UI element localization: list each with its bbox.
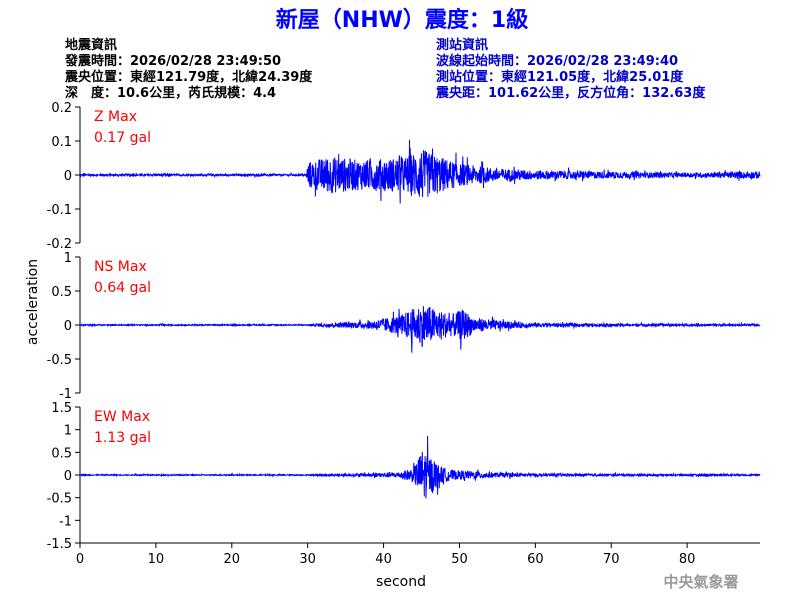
station-location: 測站位置：東經121.05度，北緯25.01度 bbox=[436, 69, 684, 85]
x-tick-label: 60 bbox=[527, 552, 544, 567]
y-tick-label: -0.5 bbox=[47, 492, 72, 507]
y-axis-label: acceleration bbox=[25, 259, 41, 345]
quake-info: 地震資訊 發震時間：2026/02/28 23:49:50 震央位置：東經121… bbox=[64, 37, 313, 101]
max-value: 0.17 gal bbox=[94, 130, 151, 146]
waveform-trace-ns bbox=[79, 306, 761, 353]
max-label: NS Max bbox=[94, 259, 147, 275]
y-tick-label: 0.5 bbox=[51, 446, 72, 461]
x-tick-label: 10 bbox=[148, 552, 165, 567]
panel-z: 0.2 0.1 0 -0.1 -0.2 Z Max 0.17 gal bbox=[47, 101, 761, 252]
chart-title: 新屋（NHW）震度：1級 bbox=[276, 7, 528, 33]
waveform-trace-z bbox=[79, 139, 761, 204]
x-axis: 0 10 20 30 40 50 60 70 80 bbox=[76, 542, 760, 567]
x-tick-label: 50 bbox=[451, 552, 468, 567]
y-tick-label: -0.5 bbox=[47, 353, 72, 368]
quake-epicenter: 震央位置：東經121.79度，北緯24.39度 bbox=[64, 69, 313, 85]
x-tick-label: 40 bbox=[375, 552, 392, 567]
station-info: 測站資訊 波線起始時間：2026/02/28 23:49:40 測站位置：東經1… bbox=[435, 37, 706, 101]
y-tick-label: -1 bbox=[59, 514, 72, 529]
agency-label: 中央氣象署 bbox=[663, 573, 738, 591]
y-tick-label: -1 bbox=[59, 387, 72, 402]
y-tick-label: -0.1 bbox=[47, 203, 72, 218]
x-axis-label: second bbox=[376, 574, 426, 590]
y-tick-label: 1.5 bbox=[51, 401, 72, 416]
panel-ew: 1.5 1 0.5 0 -0.5 -1 -1.5 EW Max 1.13 gal bbox=[47, 401, 761, 552]
y-tick-label: 0 bbox=[64, 169, 72, 184]
station-info-heading: 測站資訊 bbox=[436, 37, 488, 53]
panel-ns: 1 0.5 0 -0.5 -1 NS Max 0.64 gal bbox=[47, 251, 761, 402]
y-tick-label: 0.5 bbox=[51, 285, 72, 300]
max-label: Z Max bbox=[94, 109, 137, 125]
y-tick-label: -0.2 bbox=[47, 237, 72, 252]
max-value: 0.64 gal bbox=[94, 280, 151, 296]
max-value: 1.13 gal bbox=[94, 430, 151, 446]
max-label: EW Max bbox=[94, 409, 150, 425]
y-tick-label: -1.5 bbox=[47, 537, 72, 552]
station-distance: 震央距：101.62公里，反方位角：132.63度 bbox=[435, 85, 706, 101]
panels: 0.2 0.1 0 -0.1 -0.2 Z Max 0.17 gal 1 0.5 0 -0.5 -1 N… bbox=[47, 101, 761, 567]
waveform-trace-ew bbox=[79, 435, 761, 499]
quake-info-heading: 地震資訊 bbox=[65, 37, 117, 53]
x-tick-label: 20 bbox=[224, 552, 241, 567]
x-tick-label: 30 bbox=[299, 552, 316, 567]
quake-depth-magnitude: 深 度：10.6公里，芮氏規模：4.4 bbox=[65, 85, 276, 101]
y-tick-label: 1 bbox=[64, 424, 72, 439]
station-wave-start: 波線起始時間：2026/02/28 23:49:40 bbox=[436, 53, 678, 69]
x-tick-label: 0 bbox=[76, 552, 84, 567]
x-tick-label: 80 bbox=[679, 552, 696, 567]
y-tick-label: 0.2 bbox=[51, 101, 72, 116]
quake-time: 發震時間：2026/02/28 23:49:50 bbox=[64, 53, 281, 69]
y-tick-label: 1 bbox=[64, 251, 72, 266]
y-tick-label: 0 bbox=[64, 469, 72, 484]
y-tick-label: 0.1 bbox=[51, 135, 72, 150]
x-tick-label: 70 bbox=[603, 552, 620, 567]
y-tick-label: 0 bbox=[64, 319, 72, 334]
